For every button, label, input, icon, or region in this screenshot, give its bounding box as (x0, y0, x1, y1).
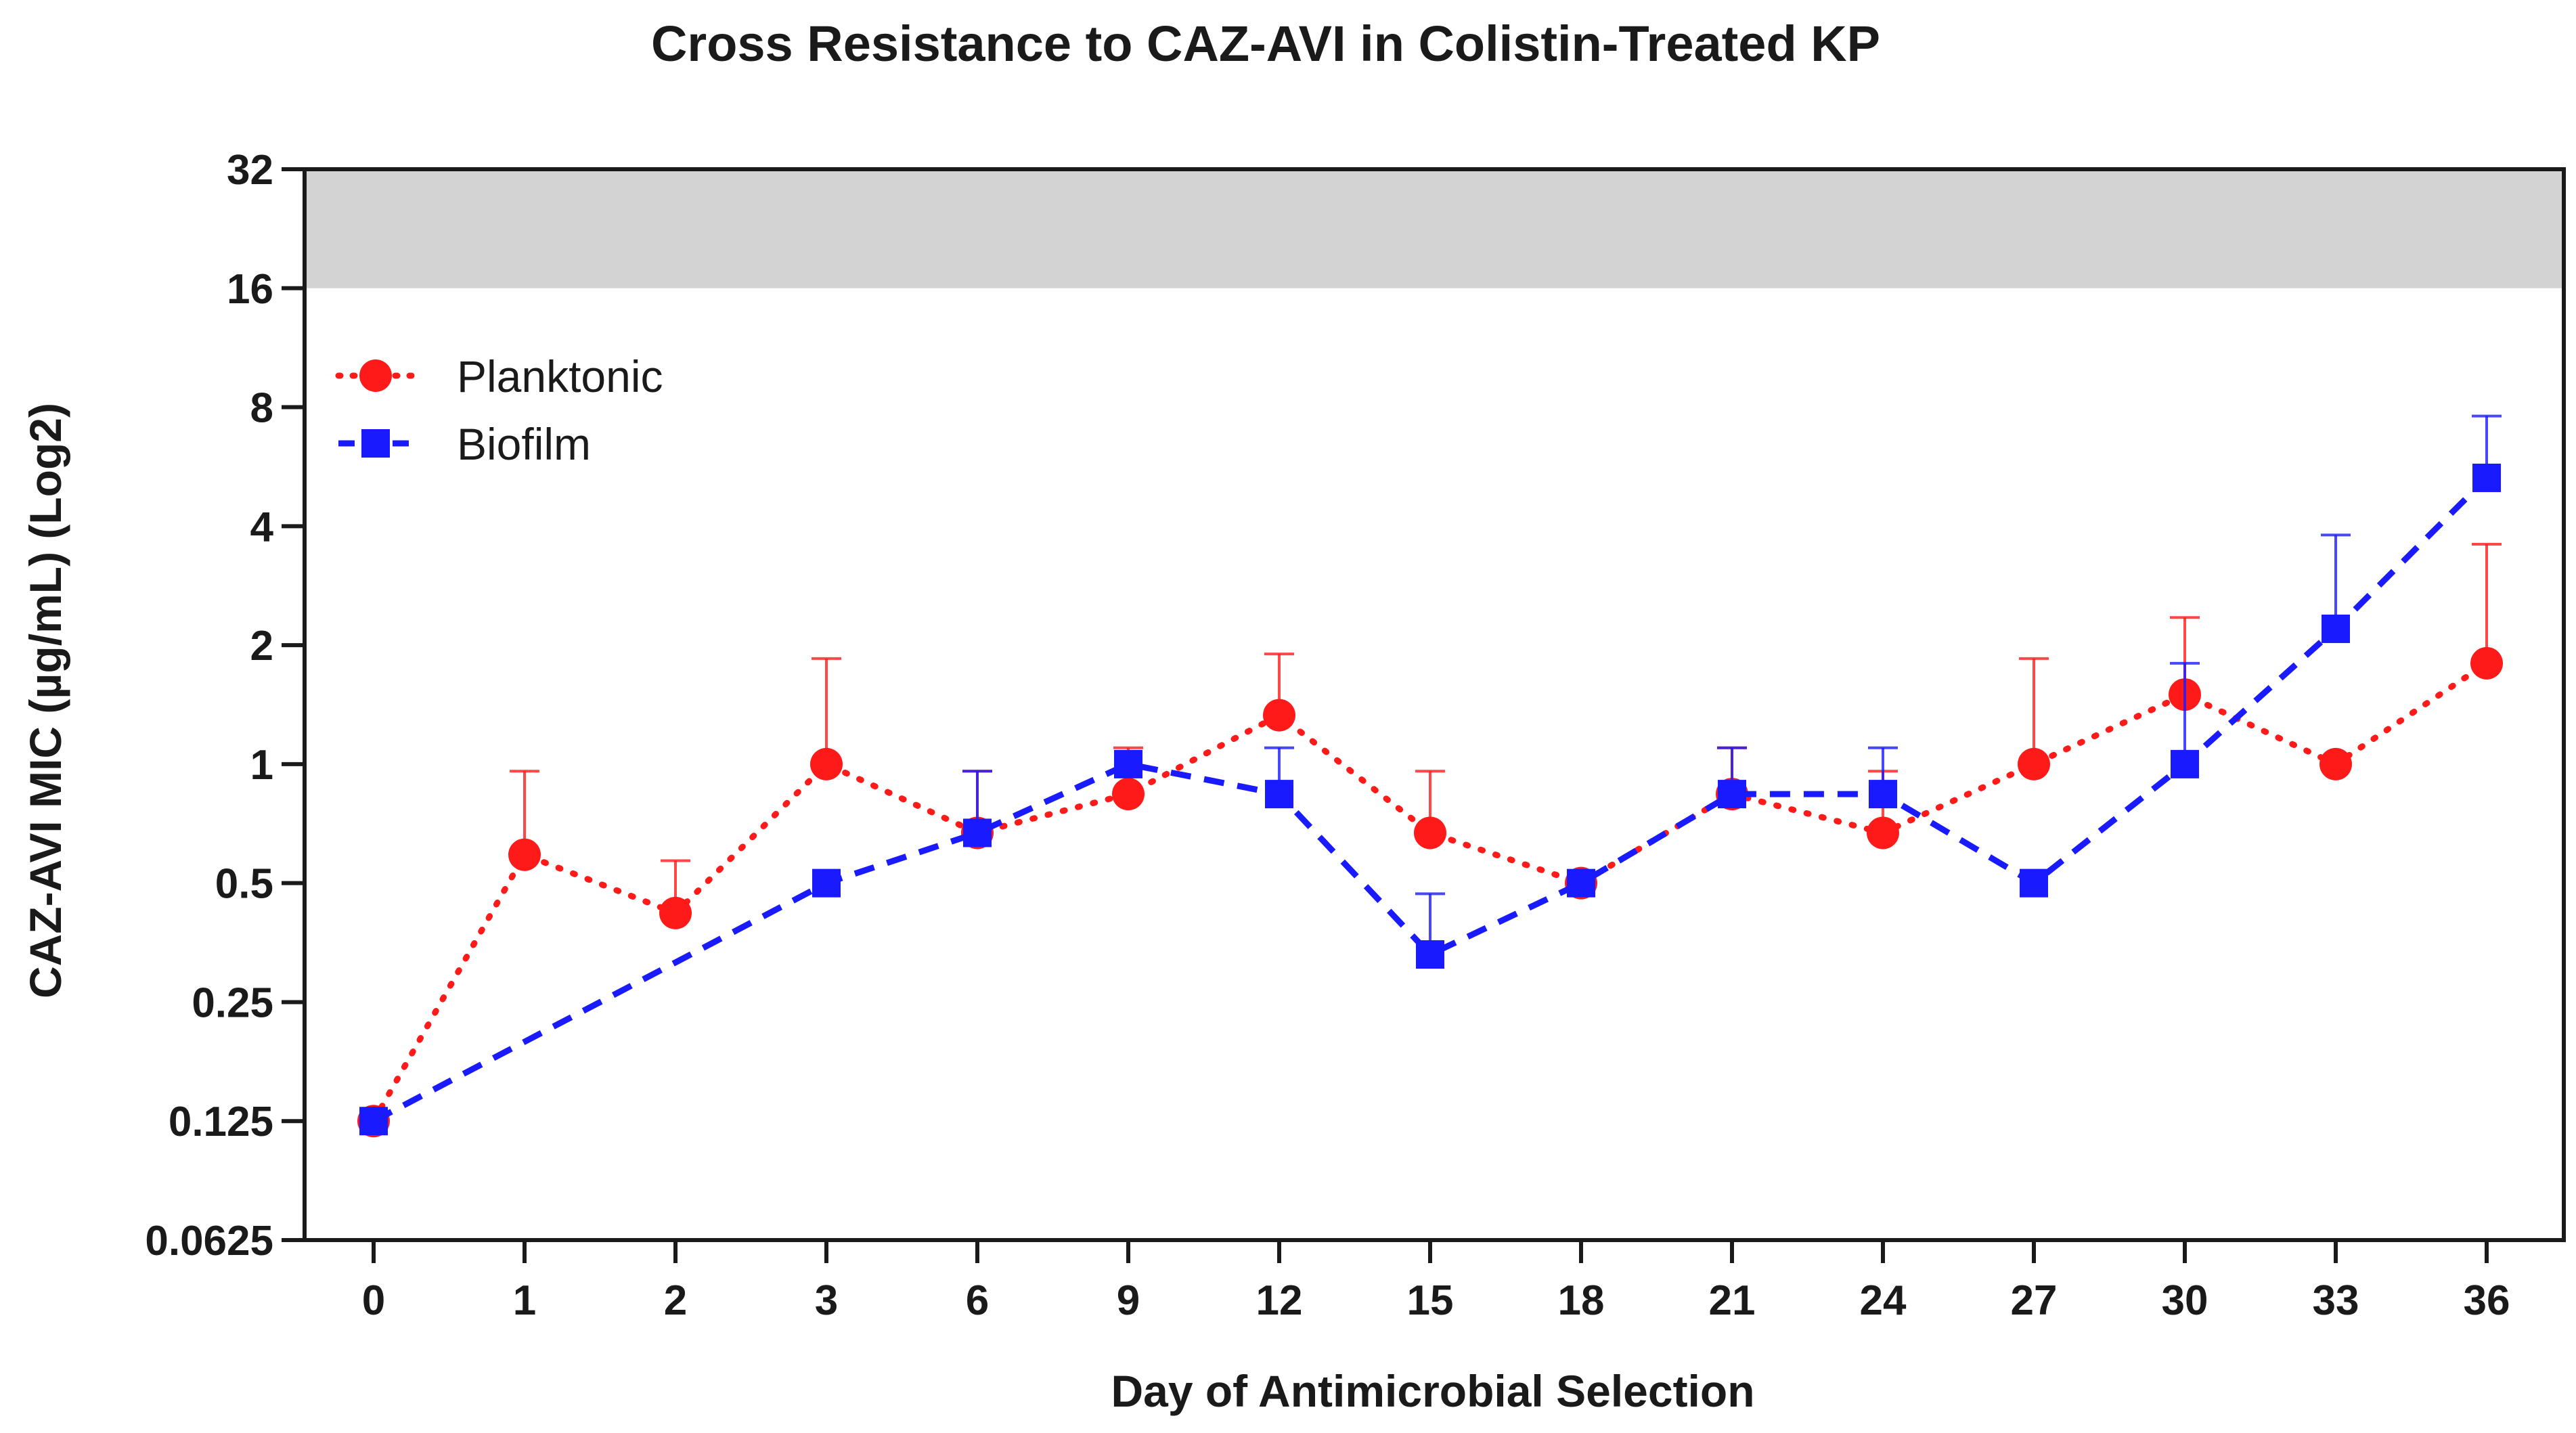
chart-title: Cross Resistance to CAZ-AVI in Colistin-… (651, 16, 1880, 72)
biofilm-point (1567, 868, 1595, 898)
planktonic-point (508, 838, 541, 871)
legend-label-biofilm: Biofilm (457, 419, 591, 469)
x-tick-label: 1 (513, 1277, 536, 1324)
planktonic-point (1263, 699, 1295, 732)
x-tick-label: 12 (1256, 1277, 1303, 1324)
y-axis-label: CAZ-AVI MIC (µg/mL) (Log2) (20, 403, 70, 998)
x-tick-label: 0 (362, 1277, 385, 1324)
x-tick-label: 21 (1709, 1277, 1756, 1324)
plot-frame (303, 167, 2566, 1242)
y-tick-label: 2 (250, 623, 273, 669)
y-tick-label: 0.25 (192, 979, 273, 1026)
biofilm-point (1718, 780, 1746, 809)
x-tick-label: 30 (2162, 1277, 2208, 1324)
biofilm-point (2472, 463, 2501, 492)
planktonic-point (810, 747, 843, 780)
biofilm-point (2020, 868, 2048, 898)
y-tick-label: 0.5 (215, 861, 273, 908)
x-tick-label: 15 (1407, 1277, 1454, 1324)
planktonic-point (1414, 816, 1446, 850)
y-tick-label: 0.125 (169, 1099, 273, 1145)
biofilm-point (1416, 940, 1444, 969)
planktonic-point (2018, 747, 2050, 780)
x-tick-label: 27 (2011, 1277, 2058, 1324)
planktonic-point (1112, 778, 1145, 811)
x-tick-label: 36 (2464, 1277, 2510, 1324)
y-tick-label: 4 (250, 504, 274, 550)
planktonic-point (1867, 816, 1899, 850)
biofilm-point (812, 868, 841, 898)
y-tick-label: 16 (227, 266, 273, 313)
biofilm-point (359, 1107, 388, 1136)
planktonic-line (370, 660, 2490, 1124)
legend-marker-planktonic (359, 359, 392, 392)
biofilm-point (963, 818, 992, 847)
biofilm-point (2171, 749, 2199, 778)
legend-label-planktonic: Planktonic (457, 351, 663, 401)
x-tick-label: 18 (1558, 1277, 1605, 1324)
biofilm-point (1869, 780, 1897, 809)
legend-marker-biofilm (361, 429, 390, 458)
y-tick-label: 1 (250, 742, 273, 789)
x-axis-label: Day of Antimicrobial Selection (1111, 1366, 1754, 1416)
planktonic-point (659, 896, 692, 929)
planktonic-series (357, 543, 2503, 1138)
biofilm-series (359, 414, 2502, 1136)
planktonic-point (2319, 747, 2352, 780)
y-tick-label: 0.0625 (145, 1218, 273, 1264)
x-tick-label: 3 (815, 1277, 838, 1324)
x-tick-label: 6 (966, 1277, 989, 1324)
y-tick-label: 32 (227, 147, 273, 194)
biofilm-point (2322, 614, 2350, 643)
x-tick-label: 2 (664, 1277, 687, 1324)
biofilm-point (1265, 780, 1293, 809)
shaded-region (305, 169, 2564, 288)
x-tick-label: 33 (2313, 1277, 2359, 1324)
biofilm-point (1114, 749, 1142, 778)
y-tick-label: 8 (250, 385, 273, 432)
planktonic-point (2470, 646, 2503, 680)
x-tick-label: 24 (1860, 1277, 1907, 1324)
x-tick-label: 9 (1117, 1277, 1140, 1324)
